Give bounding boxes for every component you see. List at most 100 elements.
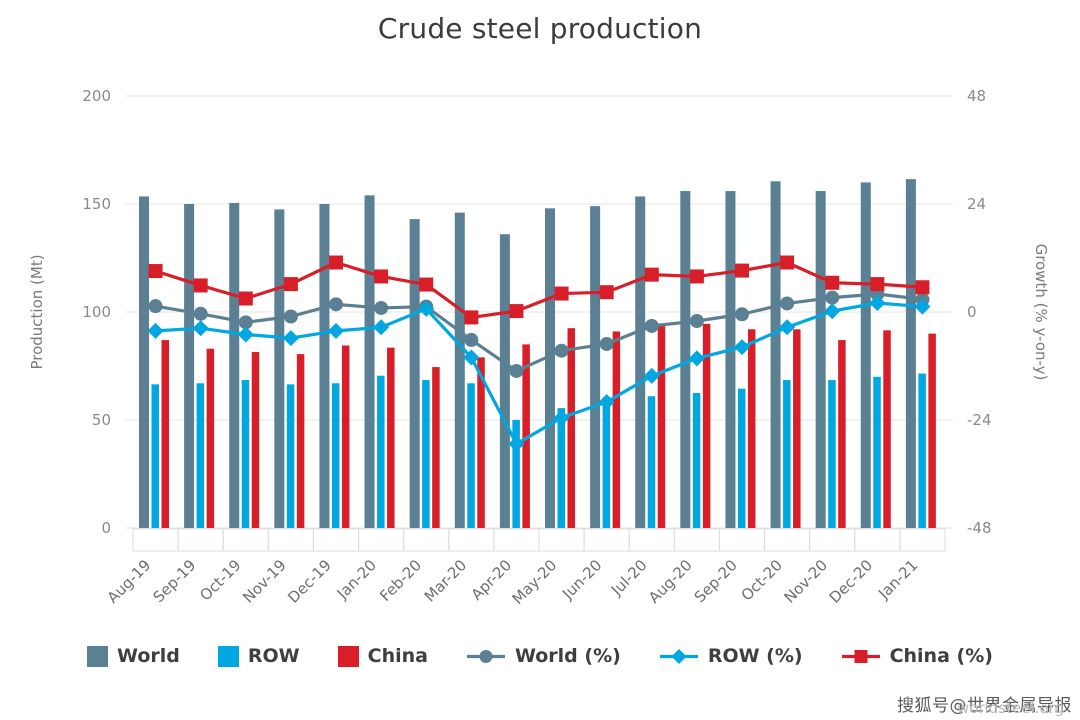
x-axis-cell [899,528,946,552]
y2-axis-tick-label: -24 [967,411,992,429]
x-axis-cell [358,528,405,552]
x-axis-category-label: Jan-20 [333,556,380,603]
marker-diamond [869,295,886,311]
bar [286,384,295,528]
marker-circle [283,309,298,324]
watermark-source: worldsteel.org [957,699,1064,717]
x-axis-category-label: Mar-20 [421,556,470,605]
bar [296,354,305,528]
bar [251,351,260,528]
x-axis-cell [267,528,314,552]
x-axis-category-label: Oct-19 [196,556,244,604]
bar [196,383,205,528]
bar [341,345,350,528]
marker-square [509,304,524,319]
marker-diamond [688,350,705,367]
x-axis-cell [222,528,269,552]
y-axis-tick-label: 200 [82,87,111,105]
x-axis-category-label: Sep-20 [691,556,741,606]
marker-circle [329,297,343,312]
marker-square [689,269,704,284]
bar [793,329,801,528]
marker-circle [780,296,795,311]
marker-circle [193,306,208,321]
marker-circle [825,290,840,305]
marker-diamond [237,326,254,343]
series-line [153,301,925,446]
marker-square [374,269,389,284]
marker-diamond [373,319,390,336]
bar [737,388,746,528]
marker-square [464,310,479,325]
marker-circle [509,363,524,378]
bar [206,348,215,528]
legend-china-pct[interactable]: China (%) [841,645,993,667]
bar [545,208,555,528]
y-axis-tick-label: 0 [101,519,111,537]
bar [692,393,701,528]
marker-square [419,277,434,292]
marker-square [825,275,840,290]
bar [770,181,781,528]
legend-line-sample [466,649,505,663]
marker-circle [148,299,163,314]
bar [747,329,756,528]
line-series-row [147,295,931,452]
bar [184,204,195,528]
legend-row-pct[interactable]: ROW (%) [659,645,803,667]
y2-axis-tick-label: 24 [967,195,986,213]
x-axis-cell [673,528,720,552]
bar [454,212,465,528]
x-axis-cell [177,528,224,552]
x-axis-category-label: May-20 [509,556,561,608]
marker-square [870,277,885,292]
bar [477,357,485,528]
bar [409,219,420,528]
marker-circle [735,307,749,322]
watermark-text: 搜狐号@世界金属导报 [897,696,1072,716]
x-axis-cell [628,528,675,552]
legend-row-bar[interactable]: ROW [217,645,300,667]
y2-axis-tick-label: 0 [967,303,977,321]
marker-circle [464,332,479,347]
x-axis-category-label: Apr-20 [468,556,516,604]
bar [918,373,926,528]
bar [139,196,149,528]
bar [151,384,159,528]
x-axis-cell [764,528,811,552]
marker-diamond [824,303,841,320]
bar [499,234,510,529]
legend-line-sample [659,648,698,664]
x-axis-cell [538,528,585,552]
legend-world-pct[interactable]: World (%) [466,645,621,667]
y2-axis-tick-label: 48 [967,87,986,105]
series-line [153,260,925,319]
x-axis-category-label: Sep-19 [149,556,199,606]
bar [274,209,285,528]
bar [905,179,916,528]
bar [229,202,240,529]
x-axis-category-label: Feb-20 [376,556,425,605]
bar [364,195,375,529]
legend-label: ROW [247,645,300,667]
marker-diamond [779,319,796,336]
x-axis-cell [312,528,360,552]
x-axis-category-label: Jul-20 [607,556,651,600]
legend-color-swatch [217,645,239,667]
bar [657,326,666,528]
marker-square [735,263,749,278]
legend-china-bar[interactable]: China [337,645,428,667]
bar [635,196,646,528]
y-axis-tick-label: 150 [82,195,111,213]
legend-world-bar[interactable]: World [87,645,180,667]
bar [815,191,826,529]
x-axis-cell [448,528,495,552]
marker-diamond [734,339,750,356]
y-axis-title: Production (Mt) [28,254,46,369]
bar [725,191,736,529]
marker-diamond [282,330,299,347]
bar [783,380,791,528]
marker-diamond [553,409,570,426]
x-axis-cell [854,528,901,552]
x-axis-category-label: Jan-21 [874,556,921,603]
